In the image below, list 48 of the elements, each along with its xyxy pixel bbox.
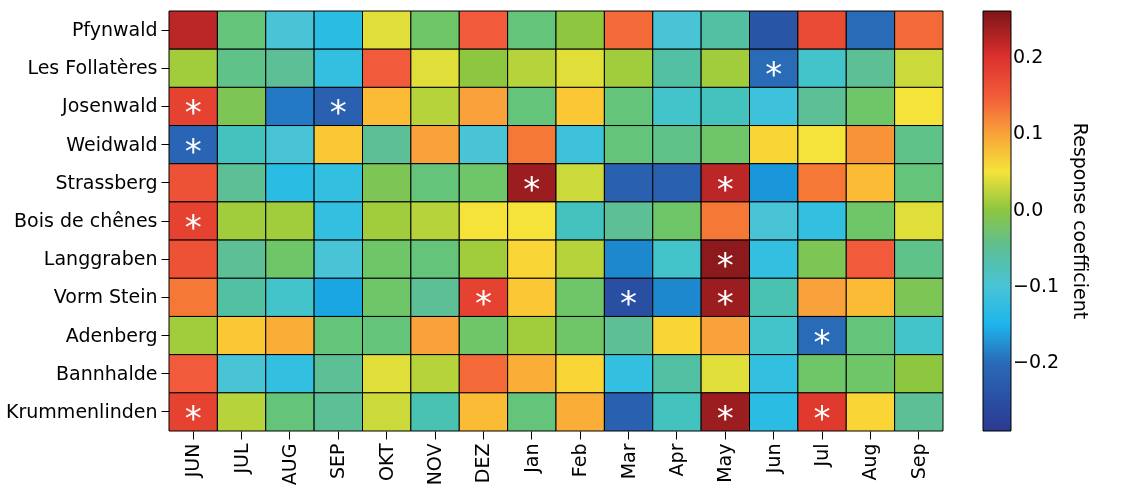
x-tick-label: AUG	[277, 443, 300, 486]
y-tick-label: Langgraben	[43, 247, 158, 270]
color-bar-label: 0.2	[1013, 44, 1044, 67]
data-label: *	[620, 283, 638, 324]
y-tick-label: Bannhalde	[56, 361, 158, 384]
data-label: *	[184, 397, 202, 438]
color-bar-label: 0.0	[1013, 197, 1044, 220]
x-tick-label: Jun	[761, 443, 784, 475]
x-tick-label: Aug	[858, 443, 881, 481]
y-tick-label: Vorm Stein	[53, 285, 158, 308]
data-label: *	[184, 207, 202, 247]
color-bar-label: 0.1	[1013, 121, 1044, 144]
color-bar-title: Response coefficient	[1070, 122, 1092, 320]
data-label: *	[474, 283, 492, 324]
data-label: *	[716, 283, 734, 324]
y-tick-label: Josenwald	[61, 94, 158, 117]
x-tick-label: OKT	[374, 443, 397, 482]
x-tick-label: Feb	[568, 443, 591, 478]
data-label: *	[184, 130, 202, 171]
data-label: *	[184, 92, 202, 133]
data-label: *	[523, 168, 541, 209]
x-tick-label: Sep	[906, 443, 929, 480]
data-label: *	[813, 397, 831, 438]
data-label: *	[716, 168, 734, 209]
data-label: *	[329, 92, 347, 133]
x-tick-label: JUL	[229, 443, 252, 475]
x-tick-label: SEP	[326, 443, 349, 480]
data-label: *	[716, 397, 734, 438]
x-tick-label: DEZ	[471, 443, 494, 484]
x-tick-label: Apr	[664, 443, 687, 477]
data-label: *	[716, 245, 734, 286]
y-tick-label: Les Follatères	[27, 56, 158, 79]
data-label: *	[765, 54, 783, 95]
data-label: *	[813, 321, 831, 362]
x-tick-label: NOV	[423, 443, 446, 486]
color-bar-label: −0.1	[1013, 273, 1060, 296]
x-tick-label: Jul	[810, 443, 833, 468]
y-tick-label: Bois de chênes	[14, 209, 158, 231]
y-tick-label: Strassberg	[55, 170, 158, 193]
x-tick-label: Jan	[519, 443, 542, 474]
x-tick-label: May	[713, 443, 736, 483]
color-bar-label: −0.2	[1013, 350, 1060, 373]
y-tick-label: Weidwald	[66, 132, 158, 155]
y-tick-label: Krummenlinden	[6, 399, 158, 422]
x-tick-label: Mar	[616, 443, 639, 480]
y-tick-label: Pfynwald	[71, 18, 158, 41]
x-tick-label: JUN	[181, 443, 204, 479]
y-tick-label: Adenberg	[65, 323, 158, 346]
